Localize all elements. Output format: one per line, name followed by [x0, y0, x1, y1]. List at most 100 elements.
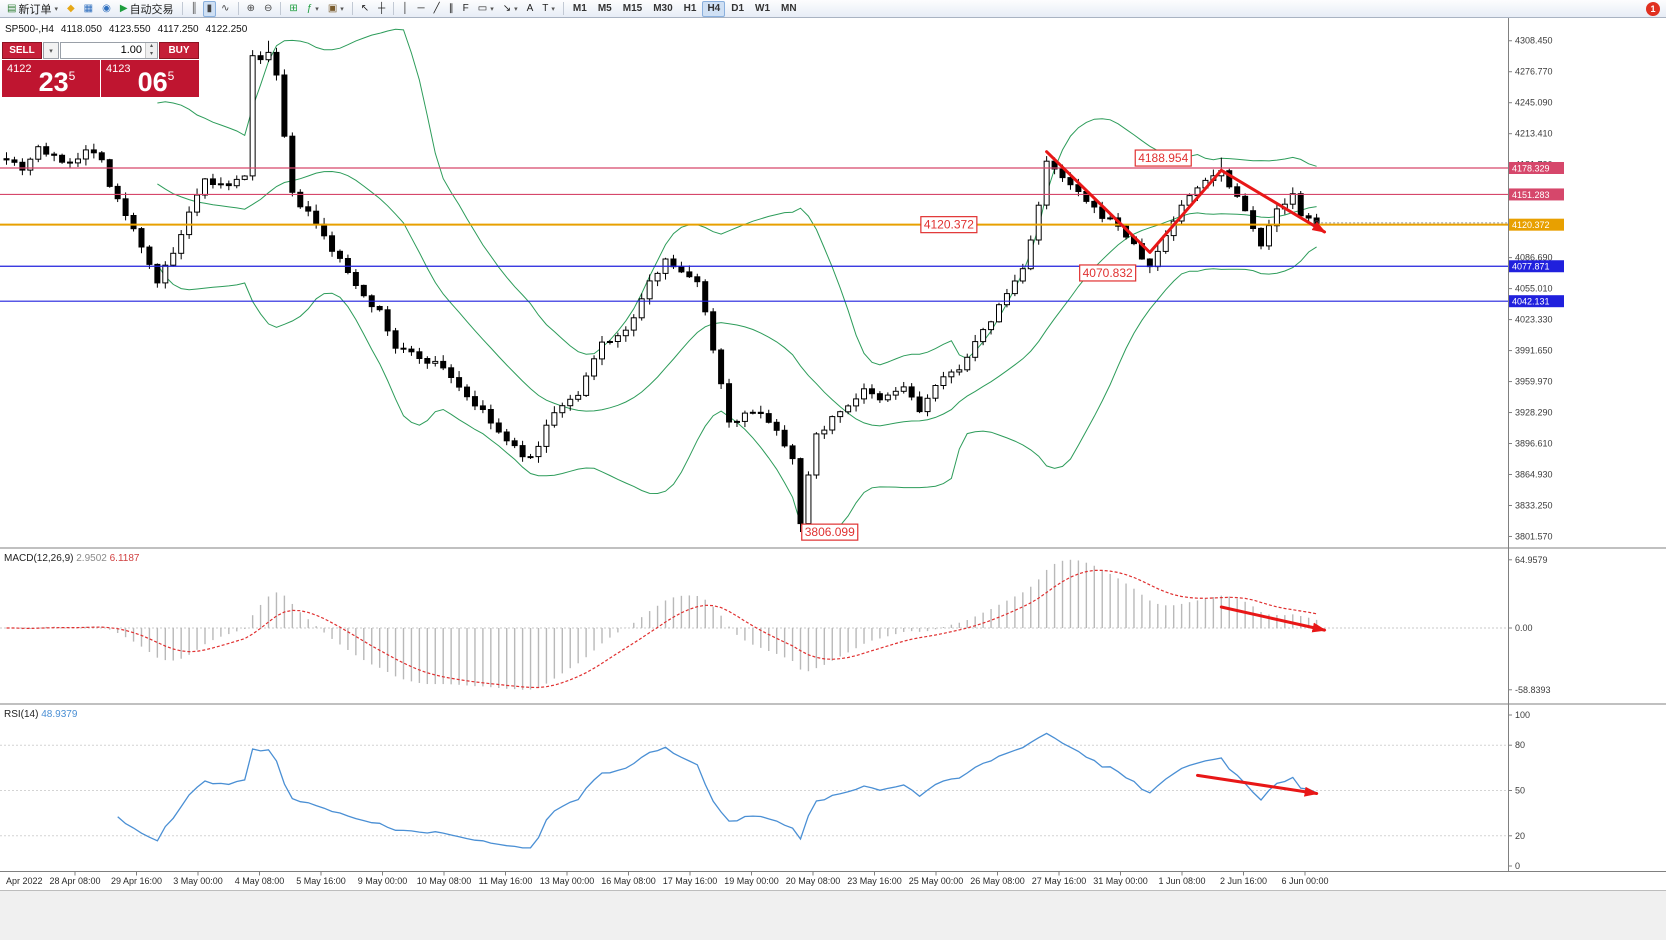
trend-arrows[interactable] [1045, 150, 1327, 254]
play-icon: ▶ [119, 2, 128, 14]
caret-down-icon: ▾ [54, 5, 58, 13]
timeframe-m30-button[interactable]: M30 [648, 1, 677, 17]
candlestick-chart-button[interactable]: ▮ [202, 0, 217, 17]
horizontal-line-icon: ─ [417, 2, 425, 14]
bottom-strip [0, 890, 1666, 940]
charts-icon: ▦ [83, 2, 94, 14]
data-window-button[interactable]: ◉ [98, 1, 115, 17]
notification-badge[interactable]: 1 [1646, 2, 1660, 16]
svg-text:64.9579: 64.9579 [1515, 555, 1548, 565]
time-axis[interactable]: Apr 2022 28 Apr 08:00 29 Apr 16:00 3 May 00… [6, 871, 1329, 887]
svg-text:20 May 08:00: 20 May 08:00 [786, 876, 841, 886]
line-chart-button[interactable]: ∿ [217, 1, 233, 17]
indicators-icon: ƒ [306, 2, 313, 14]
svg-text:6 Jun 00:00: 6 Jun 00:00 [1281, 876, 1328, 886]
chart-plus-icon: ▤ [7, 2, 17, 14]
svg-text:4086.690: 4086.690 [1515, 253, 1553, 263]
toolbar-separator [237, 2, 239, 15]
templates-button[interactable]: ▣ ▾ [324, 1, 348, 17]
svg-text:-58.8393: -58.8393 [1515, 685, 1551, 695]
arrow-objects-icon: ↘ [502, 2, 512, 14]
zoom-out-icon: ⊖ [263, 2, 273, 14]
buy-button[interactable]: BUY [159, 42, 199, 59]
sell-button[interactable]: SELL [2, 42, 42, 59]
macd-trend-arrow[interactable] [1219, 605, 1327, 633]
timeframe-m5-button[interactable]: M5 [593, 1, 617, 17]
timeframe-m15-button[interactable]: M15 [618, 1, 647, 17]
arrows-button[interactable]: ↘ ▾ [499, 1, 522, 17]
open-value: 4118.050 [60, 24, 102, 35]
timeframe-mn-button[interactable]: MN [776, 1, 802, 17]
volume-stepper[interactable]: 1.00 ▴ ▾ [60, 42, 158, 59]
buy-price-prefix: 4123 [106, 63, 131, 75]
svg-text:3959.970: 3959.970 [1515, 377, 1553, 387]
templates-icon: ▣ [327, 2, 338, 14]
svg-text:3896.610: 3896.610 [1515, 439, 1553, 449]
svg-text:4178.329: 4178.329 [1512, 163, 1550, 173]
bar-chart-button[interactable]: ║ [187, 1, 202, 17]
candlestick-icon: ▮ [206, 2, 213, 14]
caret-down-icon: ▾ [490, 5, 494, 13]
volume-spin-buttons[interactable]: ▴ ▾ [145, 43, 157, 58]
timeframe-d1-button[interactable]: D1 [726, 1, 749, 17]
channel-button[interactable]: ∥ [445, 1, 458, 17]
spin-down-icon[interactable]: ▾ [146, 50, 157, 58]
zoom-out-button[interactable]: ⊖ [260, 1, 276, 17]
svg-text:4 May 08:00: 4 May 08:00 [235, 876, 285, 886]
timeframe-w1-button[interactable]: W1 [750, 1, 775, 17]
svg-text:100: 100 [1515, 710, 1530, 720]
toolbar-separator [562, 2, 564, 15]
zoom-in-button[interactable]: ⊕ [243, 1, 259, 17]
volume-dropdown[interactable]: ▾ [43, 42, 59, 59]
price-annotations[interactable]: 4188.954 4120.372 4070.832 3806.099 [801, 149, 1192, 541]
spin-up-icon[interactable]: ▴ [146, 43, 157, 51]
sell-price-prefix: 4122 [7, 63, 32, 75]
svg-text:4023.330: 4023.330 [1515, 315, 1553, 325]
ohlc-bars-icon: ║ [190, 2, 198, 14]
timeframe-h4-button[interactable]: H4 [702, 0, 726, 17]
svg-text:20: 20 [1515, 831, 1525, 841]
text-icon: A [526, 2, 534, 14]
autotrading-button[interactable]: ▶ 自动交易 [116, 1, 178, 17]
svg-text:4120.372: 4120.372 [924, 218, 974, 232]
toolbar-separator [393, 2, 395, 15]
vertical-line-icon: │ [402, 2, 409, 14]
svg-text:4276.770: 4276.770 [1515, 67, 1553, 77]
fibonacci-button[interactable]: F [459, 1, 473, 17]
horizontal-line-button[interactable]: ─ [414, 1, 429, 17]
horizontal-levels[interactable]: 4178.329 4151.283 4120.372 4077.871 4042.131 [0, 161, 1564, 308]
timeframe-m1-button[interactable]: M1 [568, 1, 592, 17]
price-axis[interactable]: 4308.4504276.7704245.0904213.4104181.730… [1508, 36, 1553, 542]
text-button[interactable]: A [523, 1, 538, 17]
vertical-line-button[interactable]: │ [398, 1, 412, 17]
trendline-button[interactable]: ╱ [430, 1, 444, 17]
indicators-button[interactable]: ƒ ▾ [303, 1, 323, 17]
svg-text:50: 50 [1515, 786, 1525, 796]
svg-text:25 May 00:00: 25 May 00:00 [909, 876, 964, 886]
svg-text:80: 80 [1515, 740, 1525, 750]
chart-canvas[interactable]: 4308.4504276.7704245.0904213.4104181.730… [0, 18, 1666, 890]
channel-icon: ∥ [448, 2, 454, 14]
svg-text:2 Jun 16:00: 2 Jun 16:00 [1220, 876, 1267, 886]
caret-down-icon: ▾ [340, 5, 344, 13]
new-order-button[interactable]: ▤ 新订单 ▾ [3, 1, 62, 17]
shapes-button[interactable]: ▭ ▾ [474, 1, 498, 17]
text-label-button[interactable]: T ▾ [538, 1, 559, 17]
line-chart-icon: ∿ [221, 2, 230, 14]
new-order-button-label: 新订单 [18, 3, 52, 16]
cursor-button[interactable]: ↖ [357, 1, 373, 17]
buy-price-tile[interactable]: 4123 06 5 [101, 60, 199, 97]
svg-text:17 May 16:00: 17 May 16:00 [663, 876, 718, 886]
profiles-button[interactable]: ▦ [80, 1, 97, 17]
timeframe-h1-button[interactable]: H1 [679, 1, 702, 17]
sell-price-tile[interactable]: 4122 23 5 [2, 60, 100, 97]
tile-windows-button[interactable]: ⊞ [285, 1, 301, 17]
mql-wizard-button[interactable]: ◆ [63, 1, 79, 17]
rsi-trend-arrow[interactable] [1196, 773, 1319, 797]
svg-text:3928.290: 3928.290 [1515, 408, 1553, 418]
svg-text:0: 0 [1515, 861, 1520, 871]
svg-text:11 May 16:00: 11 May 16:00 [479, 876, 533, 886]
svg-text:4151.283: 4151.283 [1512, 190, 1550, 200]
crosshair-button[interactable]: ┼ [374, 1, 389, 17]
